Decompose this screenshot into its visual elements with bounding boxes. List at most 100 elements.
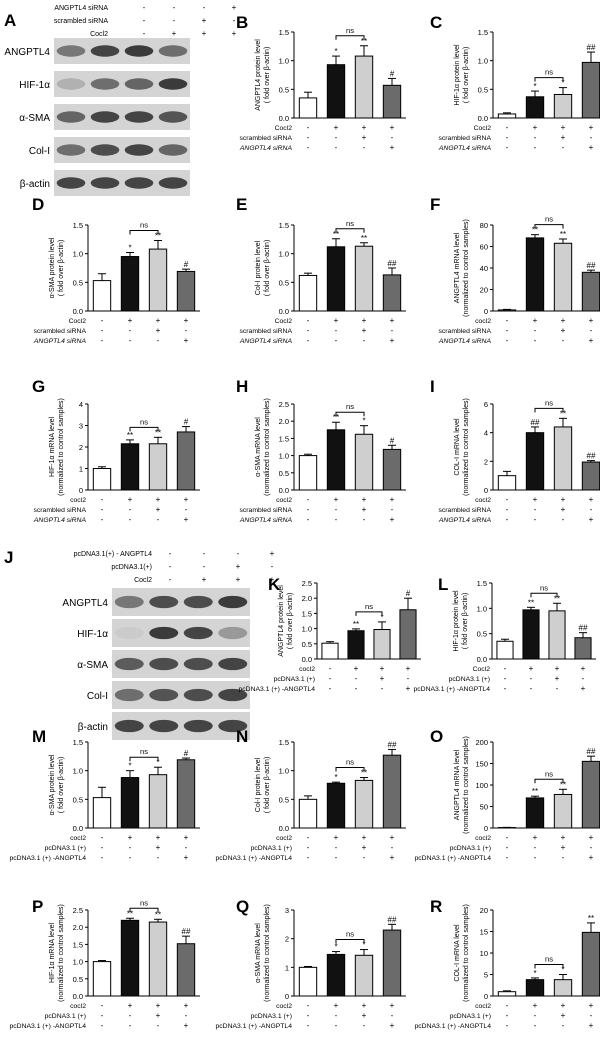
x-condition-sign: - bbox=[307, 853, 310, 862]
y-tick-label: 1.5 bbox=[279, 434, 289, 443]
blot-band bbox=[115, 720, 144, 732]
y-tick-label: 1.5 bbox=[478, 28, 488, 37]
x-condition-sign: - bbox=[101, 1021, 104, 1030]
blot-band bbox=[57, 78, 86, 89]
y-axis-label: ANGPTL4 mRNA level(normalized to control… bbox=[454, 219, 470, 317]
bar bbox=[498, 476, 515, 490]
y-tick-label: 20 bbox=[480, 906, 488, 915]
significance-mark: * bbox=[128, 244, 131, 253]
x-condition-label: ANGPTL4 siRNA bbox=[33, 517, 87, 524]
x-condition-sign: + bbox=[156, 843, 161, 852]
bar bbox=[121, 778, 138, 828]
significance-mark: ## bbox=[587, 747, 596, 756]
blot-band bbox=[91, 45, 120, 56]
y-tick-label: 1 bbox=[285, 963, 289, 972]
x-condition-sign: - bbox=[185, 505, 188, 514]
x-condition-label: pcDNA3.1 (+) bbox=[274, 676, 315, 683]
ns-label: ns bbox=[140, 747, 148, 756]
y-axis-label: COL-I mRNA level(normalized to control s… bbox=[454, 398, 470, 496]
x-condition-sign: + bbox=[390, 833, 395, 842]
blot-condition-sign: + bbox=[236, 575, 241, 584]
y-tick-label: 100 bbox=[475, 781, 488, 790]
x-condition-sign: + bbox=[589, 495, 594, 504]
bar bbox=[299, 275, 316, 311]
bar bbox=[355, 780, 372, 828]
bar bbox=[299, 456, 316, 490]
x-condition-sign: + bbox=[589, 853, 594, 862]
x-condition-sign: + bbox=[184, 336, 189, 345]
blot-condition-sign: - bbox=[271, 562, 274, 571]
blot-condition-sign: - bbox=[237, 549, 240, 558]
bar bbox=[355, 56, 372, 118]
x-condition-sign: + bbox=[362, 326, 367, 335]
bar bbox=[554, 427, 571, 490]
y-tick-label: 1.5 bbox=[73, 221, 83, 230]
x-condition-sign: - bbox=[582, 674, 585, 683]
x-condition-sign: + bbox=[533, 316, 538, 325]
x-condition-sign: + bbox=[589, 1001, 594, 1010]
y-axis-label-line: COL-I mRNA level bbox=[454, 924, 461, 982]
bar bbox=[327, 247, 344, 311]
bar bbox=[177, 432, 194, 490]
y-tick-label: 0.0 bbox=[477, 655, 487, 664]
y-tick-label: 1.0 bbox=[73, 767, 83, 776]
x-condition-sign: + bbox=[533, 1001, 538, 1010]
x-condition-label: cocl2 bbox=[276, 1003, 292, 1010]
x-condition-sign: - bbox=[335, 133, 338, 142]
blot-band bbox=[115, 658, 144, 670]
panel-label-f: F bbox=[430, 195, 440, 214]
panel-label-g: G bbox=[32, 377, 45, 396]
x-condition-sign: - bbox=[101, 505, 104, 514]
x-condition-sign: + bbox=[128, 316, 133, 325]
bar bbox=[526, 798, 543, 828]
bar bbox=[355, 246, 372, 311]
y-tick-label: 40 bbox=[480, 264, 488, 273]
x-condition-sign: + bbox=[406, 684, 411, 693]
blot-band bbox=[159, 45, 188, 56]
bar bbox=[177, 760, 194, 828]
bar bbox=[93, 798, 110, 828]
blot-condition-sign: - bbox=[143, 16, 146, 25]
x-condition-sign: + bbox=[390, 853, 395, 862]
x-condition-sign: - bbox=[335, 1011, 338, 1020]
x-condition-label: pcDNA3.1 (+) -ANGPTL4 bbox=[216, 1023, 293, 1030]
x-condition-sign: - bbox=[363, 336, 366, 345]
bar bbox=[497, 641, 513, 659]
bar bbox=[299, 98, 316, 118]
ns-bracket bbox=[535, 408, 563, 412]
x-condition-sign: - bbox=[307, 336, 310, 345]
y-tick-label: 3 bbox=[285, 906, 289, 915]
blot-band bbox=[115, 689, 144, 701]
x-condition-sign: + bbox=[362, 1011, 367, 1020]
y-axis-label-line: ( fold over β-actin) bbox=[58, 240, 65, 297]
y-axis-label-line: HIF-1α mRNA level bbox=[49, 923, 56, 984]
x-condition-sign: - bbox=[363, 1021, 366, 1030]
y-tick-label: 0.0 bbox=[478, 114, 488, 123]
blot-band bbox=[125, 111, 154, 122]
x-condition-sign: + bbox=[156, 316, 161, 325]
y-axis-label: Col-I protein level( fold over β-actin) bbox=[255, 757, 271, 814]
ns-bracket bbox=[130, 757, 158, 761]
blot-band-label: α-SMA bbox=[77, 660, 108, 671]
y-tick-label: 0.5 bbox=[279, 469, 289, 478]
x-condition-sign: - bbox=[562, 1021, 565, 1030]
blot-band bbox=[184, 658, 213, 670]
bar bbox=[400, 610, 416, 659]
panel-label-n: N bbox=[236, 727, 248, 746]
y-axis-label-line: ( fold over β-actin) bbox=[463, 47, 470, 104]
x-condition-sign: - bbox=[534, 1011, 537, 1020]
x-condition-sign: + bbox=[184, 1021, 189, 1030]
ns-bracket bbox=[336, 229, 364, 233]
y-tick-label: 1.0 bbox=[279, 250, 289, 259]
ns-label: ns bbox=[346, 930, 354, 939]
blot-band bbox=[149, 627, 178, 639]
blot-condition-label: Cocl2 bbox=[134, 577, 152, 584]
y-tick-label: 0.0 bbox=[73, 307, 83, 316]
bar bbox=[575, 638, 591, 659]
ns-label: ns bbox=[545, 769, 553, 778]
x-condition-sign: - bbox=[307, 326, 310, 335]
x-condition-sign: - bbox=[129, 853, 132, 862]
x-condition-label: ANGPTL4 siRNA bbox=[438, 338, 492, 345]
ns-bracket bbox=[336, 768, 364, 772]
y-axis-label: Col-I protein level( fold over β-actin) bbox=[255, 240, 271, 297]
